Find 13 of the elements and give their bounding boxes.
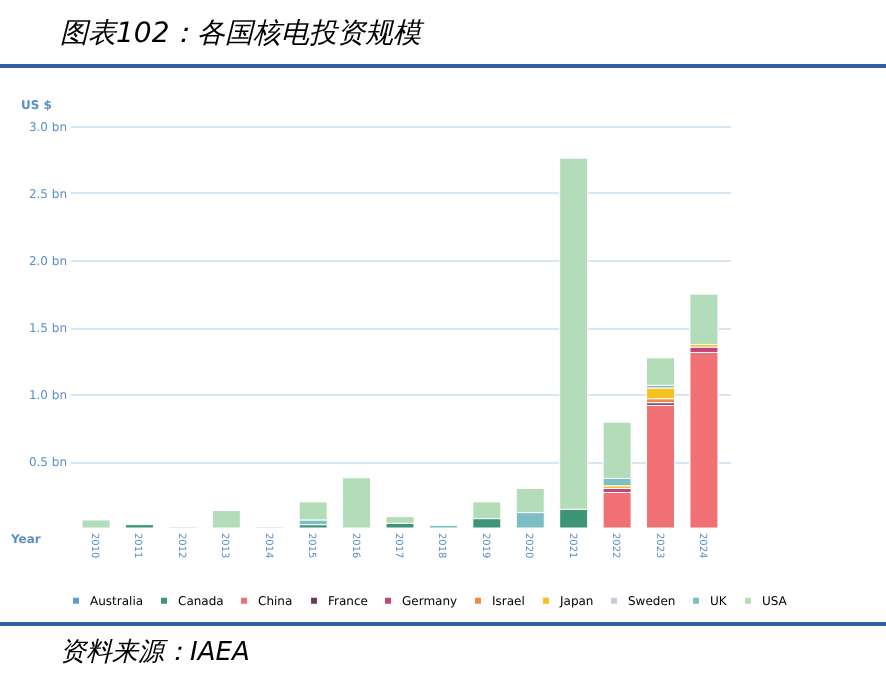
bar (689, 351, 719, 529)
bar (81, 519, 111, 529)
bar (342, 477, 372, 529)
bar (689, 293, 719, 345)
bar (211, 510, 241, 529)
bar (646, 404, 676, 529)
bar (298, 501, 328, 521)
chart-title: 图表102：各国核电投资规模 (0, 0, 886, 68)
bar (602, 491, 632, 529)
bar (385, 522, 415, 529)
bar (602, 421, 632, 479)
bar (385, 516, 415, 524)
text: 资料来源：IAEA (0, 622, 886, 670)
